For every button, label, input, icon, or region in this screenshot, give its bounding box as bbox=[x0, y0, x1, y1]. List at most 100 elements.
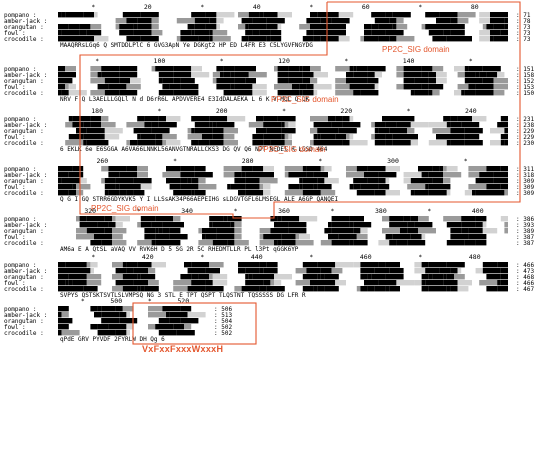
position-tick: * bbox=[319, 158, 323, 165]
residue-shade bbox=[202, 12, 206, 18]
residue-shade bbox=[263, 140, 271, 146]
residue-count: : 73 bbox=[516, 30, 531, 37]
residue-count: : 229 bbox=[516, 128, 534, 135]
residue-shade bbox=[187, 24, 195, 30]
residue-count: : 153 bbox=[516, 84, 534, 91]
residue-shade bbox=[450, 30, 465, 36]
residue-shade bbox=[454, 274, 465, 280]
residue-shade bbox=[389, 222, 408, 228]
residue-shade bbox=[58, 324, 69, 330]
residue-shade bbox=[173, 280, 192, 286]
residue-shade bbox=[410, 234, 422, 240]
residue-shade bbox=[76, 234, 94, 240]
residue-shade bbox=[472, 190, 476, 196]
position-tick: * bbox=[344, 58, 348, 65]
residue-shade bbox=[194, 122, 210, 128]
species-name: crocodile : bbox=[4, 140, 44, 147]
residue-shade bbox=[259, 240, 274, 246]
residue-shade bbox=[148, 36, 159, 42]
residue-shade bbox=[486, 286, 498, 292]
residue-shade bbox=[191, 274, 199, 280]
residue-shade bbox=[169, 318, 181, 324]
sequence-row bbox=[58, 178, 508, 184]
residue-shade bbox=[457, 286, 469, 292]
residue-count: : 229 bbox=[516, 134, 534, 141]
residue-shade bbox=[353, 184, 361, 190]
residue-shade bbox=[61, 312, 69, 318]
residue-shade bbox=[220, 66, 224, 72]
residue-shade bbox=[418, 166, 433, 172]
position-tick: * bbox=[331, 208, 335, 215]
residue-shade bbox=[101, 122, 116, 128]
residue-count: : 468 bbox=[516, 274, 534, 281]
residue-shade bbox=[137, 286, 141, 292]
species-name: fowl : bbox=[4, 324, 26, 331]
species-name: orangutan : bbox=[4, 24, 44, 31]
sequence-row bbox=[58, 262, 508, 268]
residue-shade bbox=[65, 262, 76, 268]
residue-shade bbox=[497, 72, 505, 78]
alignment-block: * 500 * 520 pompano :: 506 amber-jack :: 513 o… bbox=[4, 297, 232, 343]
consensus-sequence: Q G I GQ STRR6GDYKVK5 Y I LLSsAK34P66AEP… bbox=[60, 196, 339, 203]
residue-shade bbox=[259, 12, 264, 18]
residue-shade bbox=[418, 78, 429, 84]
residue-shade bbox=[328, 122, 332, 128]
residue-shade bbox=[403, 72, 422, 78]
residue-shade bbox=[320, 36, 339, 42]
residue-shade bbox=[504, 140, 508, 146]
residue-shade bbox=[338, 36, 350, 42]
residue-shade bbox=[392, 24, 397, 30]
residue-shade bbox=[335, 280, 346, 286]
residue-shade bbox=[475, 268, 483, 274]
residue-count: : 231 bbox=[516, 116, 534, 123]
residue-shade bbox=[425, 184, 429, 190]
residue-shade bbox=[464, 78, 483, 84]
position-tick: 420 bbox=[142, 253, 154, 261]
residue-shade bbox=[223, 72, 231, 78]
residue-shade bbox=[446, 274, 454, 280]
residue-shade bbox=[263, 166, 274, 172]
residue-shade bbox=[367, 274, 372, 280]
residue-shade bbox=[414, 90, 429, 96]
residue-shade bbox=[454, 134, 465, 140]
residue-shade bbox=[277, 24, 282, 30]
residue-shade bbox=[119, 172, 138, 178]
residue-shade bbox=[446, 140, 451, 146]
species-name: fowl : bbox=[4, 134, 26, 141]
residue-shade bbox=[346, 72, 354, 78]
residue-shade bbox=[133, 190, 145, 196]
residue-shade bbox=[364, 84, 375, 90]
residue-shade bbox=[137, 116, 145, 122]
residue-shade bbox=[493, 36, 508, 42]
residue-shade bbox=[126, 312, 130, 318]
residue-shade bbox=[400, 240, 408, 246]
residue-count: : 73 bbox=[516, 24, 531, 31]
residue-count: : 230 bbox=[516, 140, 534, 147]
residue-shade bbox=[108, 222, 116, 228]
residue-shade bbox=[374, 84, 379, 90]
residue-shade bbox=[457, 116, 472, 122]
residue-shade bbox=[310, 172, 314, 178]
residue-shade bbox=[126, 324, 134, 330]
residue-shade bbox=[252, 134, 264, 140]
residue-shade bbox=[349, 184, 354, 190]
residue-shade bbox=[486, 274, 490, 280]
residue-shade bbox=[155, 140, 163, 146]
residue-shade bbox=[234, 78, 246, 84]
residue-shade bbox=[158, 90, 174, 96]
residue-shade bbox=[187, 312, 206, 318]
residue-shade bbox=[274, 222, 289, 228]
residue-shade bbox=[396, 36, 415, 42]
residue-shade bbox=[310, 116, 328, 122]
residue-shade bbox=[317, 134, 321, 140]
residue-shade bbox=[479, 172, 490, 178]
residue-count: : 506 bbox=[214, 306, 232, 313]
residue-count: : 78 bbox=[516, 18, 531, 25]
residue-shade bbox=[464, 128, 483, 134]
residue-shade bbox=[151, 128, 170, 134]
residue-shade bbox=[119, 190, 127, 196]
residue-shade bbox=[223, 66, 235, 72]
residue-shade bbox=[58, 172, 69, 178]
residue-shade bbox=[90, 72, 98, 78]
